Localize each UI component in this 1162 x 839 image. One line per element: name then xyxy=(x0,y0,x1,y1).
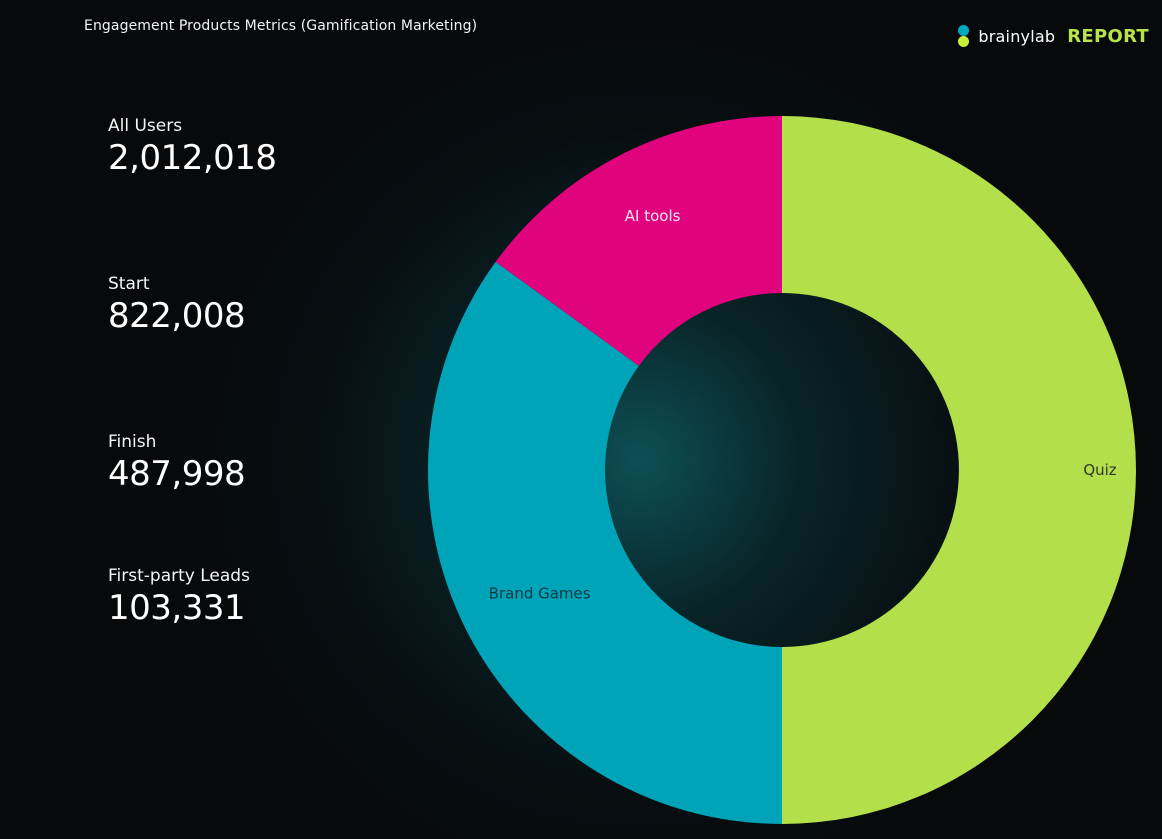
metric-finish: Finish 487,998 xyxy=(108,432,246,494)
metric-label: Start xyxy=(108,274,150,294)
metric-label: Finish xyxy=(108,432,157,452)
metric-label: First-party Leads xyxy=(108,566,250,586)
slice-quiz xyxy=(782,116,1136,824)
slice-label-quiz: Quiz xyxy=(1083,461,1116,479)
metric-first-party-leads: First-party Leads 103,331 xyxy=(108,566,250,628)
report-label: REPORT xyxy=(1067,25,1149,47)
slice-brand-games xyxy=(427,261,782,824)
metric-value: 822,008 xyxy=(108,296,246,336)
metric-value: 2,012,018 xyxy=(108,138,277,178)
slice-label-ai-tools: AI tools xyxy=(625,207,681,225)
brand-name: brainylab xyxy=(978,26,1056,46)
metric-value: 487,998 xyxy=(108,454,246,494)
page-title: Engagement Products Metrics (Gamificatio… xyxy=(84,18,478,34)
slice-ai-tools xyxy=(495,116,782,366)
slice-label-brand-games: Brand Games xyxy=(489,584,591,602)
brand: brainylab REPORT xyxy=(958,22,1149,50)
metric-start: Start 822,008 xyxy=(108,274,246,336)
metric-all-users: All Users 2,012,018 xyxy=(108,116,277,178)
metric-label: All Users xyxy=(108,116,183,136)
metric-value: 103,331 xyxy=(108,588,246,628)
brainylab-logo-icon xyxy=(958,25,970,47)
